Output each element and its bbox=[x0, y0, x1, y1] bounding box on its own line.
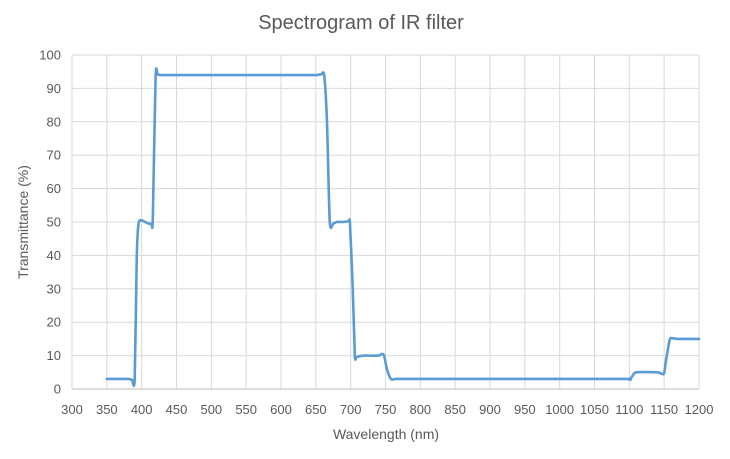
series-line-1 bbox=[105, 67, 701, 388]
x-tick-label-400: 400 bbox=[131, 402, 153, 417]
x-tick-label-950: 950 bbox=[514, 402, 536, 417]
x-tick-label-750: 750 bbox=[375, 402, 397, 417]
x-tick-label-350: 350 bbox=[96, 402, 118, 417]
x-tick-label-550: 550 bbox=[235, 402, 257, 417]
x-tick-label-300: 300 bbox=[61, 402, 83, 417]
x-tick-label-800: 800 bbox=[409, 402, 431, 417]
x-tick-label-1000: 1000 bbox=[545, 402, 574, 417]
x-tick-label-1100: 1100 bbox=[615, 402, 643, 417]
x-tick-labels: 300 350 400 450 500 550 600 650 700 750 800 850 900 9… bbox=[61, 402, 713, 417]
y-tick-label-20: 20 bbox=[47, 315, 61, 330]
y-tick-label-100: 100 bbox=[39, 48, 61, 63]
x-tick-label-900: 900 bbox=[479, 402, 501, 417]
y-tick-label-70: 70 bbox=[47, 148, 61, 163]
y-tick-label-30: 30 bbox=[47, 281, 61, 296]
x-tick-label-700: 700 bbox=[340, 402, 362, 417]
y-tick-label-0: 0 bbox=[54, 382, 61, 397]
series-layer bbox=[105, 67, 701, 388]
y-tick-labels: 0 10 20 30 40 50 60 70 80 90 100 bbox=[39, 48, 61, 397]
x-tick-label-650: 650 bbox=[305, 402, 327, 417]
x-axis-title: Wavelength (nm) bbox=[333, 426, 439, 442]
y-tick-label-90: 90 bbox=[47, 81, 61, 96]
x-tick-label-850: 850 bbox=[444, 402, 466, 417]
x-tick-label-500: 500 bbox=[200, 402, 222, 417]
y-tick-label-60: 60 bbox=[47, 181, 61, 196]
y-tick-label-10: 10 bbox=[47, 348, 61, 363]
y-tick-label-80: 80 bbox=[47, 114, 61, 129]
x-tick-label-1150: 1150 bbox=[650, 402, 678, 417]
x-tick-label-600: 600 bbox=[270, 402, 292, 417]
x-tick-label-1200: 1200 bbox=[685, 402, 714, 417]
x-tick-label-450: 450 bbox=[166, 402, 188, 417]
y-tick-label-40: 40 bbox=[47, 248, 61, 263]
x-tick-label-1050: 1050 bbox=[580, 402, 609, 417]
chart-title: Spectrogram of IR filter bbox=[258, 12, 464, 34]
horizontal-gridlines bbox=[72, 54, 699, 357]
y-tick-label-50: 50 bbox=[47, 215, 61, 230]
y-axis-title: Transmittance (%) bbox=[15, 165, 31, 279]
